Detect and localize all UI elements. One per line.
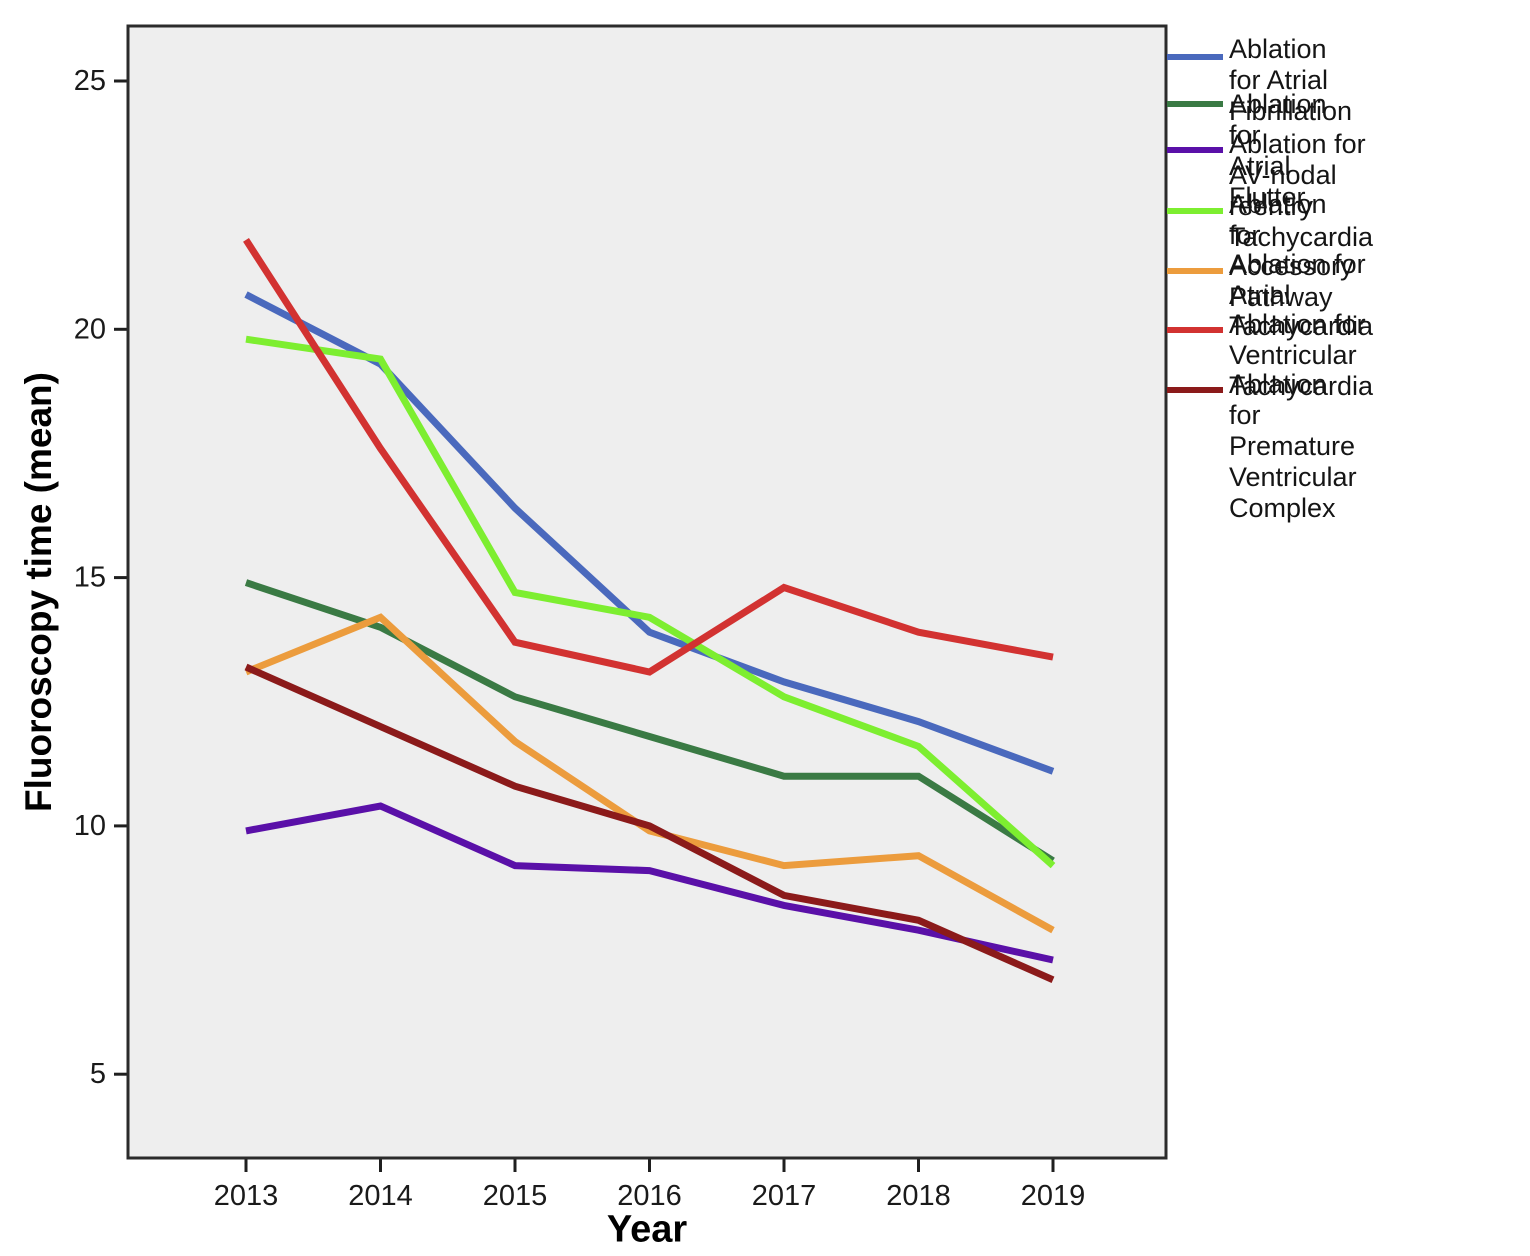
legend-label: Ablation for Atrial Fibrillation — [1229, 34, 1353, 126]
y-tick-label: 20 — [74, 313, 106, 345]
plot-frame — [126, 24, 1168, 1160]
legend-swatch — [1167, 327, 1223, 333]
x-tick-label: 2013 — [214, 1180, 279, 1212]
legend-label: Ablation for Atrial Tachycardia — [1229, 249, 1374, 341]
legend-swatch — [1167, 147, 1223, 153]
plot-area — [128, 26, 1166, 1158]
x-tick-label: 2016 — [617, 1180, 682, 1212]
x-tick-label: 2017 — [752, 1180, 817, 1212]
legend-swatch — [1167, 268, 1223, 274]
legend-swatch — [1167, 54, 1223, 60]
y-axis-title: Fluoroscopy time (mean) — [18, 372, 59, 812]
series-line — [245, 335, 1056, 869]
legend-swatch — [1167, 101, 1223, 107]
x-tick-label: 2014 — [348, 1180, 413, 1212]
legend-label: Ablation for Atrial Flutter — [1229, 89, 1327, 212]
series-line — [244, 613, 1055, 934]
legend-swatch — [1167, 387, 1223, 393]
x-axis-title: Year — [606, 1208, 688, 1251]
x-tick-label: 2019 — [1021, 1180, 1086, 1212]
legend-label: Ablation for Premature Ventricular Compl… — [1229, 369, 1357, 523]
series-line — [243, 238, 1054, 676]
series-line — [244, 579, 1055, 864]
legend: Ablation for Atrial Fibrillation Ablation… — [1167, 0, 1529, 523]
x-tick-label: 2018 — [886, 1180, 951, 1212]
legend-label: Ablation for AV-nodal reentry Tachycardi… — [1229, 129, 1374, 252]
legend-label: Ablation for Ventricular Tachycardia — [1229, 309, 1374, 401]
series-line — [245, 802, 1054, 964]
y-tick-label: 5 — [90, 1058, 106, 1090]
x-tick-label: 2015 — [483, 1180, 548, 1212]
legend-label: Ablation for Accessory Pathway — [1229, 189, 1354, 312]
series-line — [244, 663, 1055, 984]
y-tick-label: 10 — [74, 810, 106, 842]
y-tick-label: 15 — [74, 562, 106, 594]
legend-swatch — [1167, 208, 1223, 214]
y-tick-label: 25 — [74, 65, 106, 97]
